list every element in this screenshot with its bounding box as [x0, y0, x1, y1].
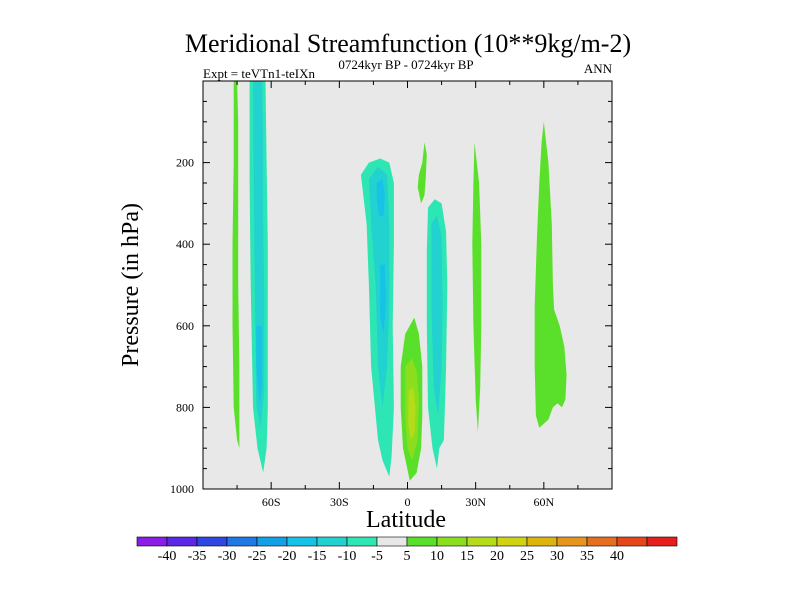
chart-title: Meridional Streamfunction (10**9kg/m-2)	[185, 29, 631, 58]
x-axis-title: Latitude	[366, 507, 446, 533]
colorbar: -40 -35 -30 -25 -20 -15 -10 -5 5 10 15 20 25 30 35 40	[136, 536, 678, 564]
contour-region-15	[534, 121, 567, 428]
colorbar-label: -15	[308, 549, 327, 564]
colorbar-swatch	[436, 536, 468, 547]
contour-region-3	[256, 325, 263, 404]
colorbar-label: -25	[248, 549, 267, 564]
contour-region-6	[376, 178, 385, 216]
colorbar-label: -40	[158, 549, 177, 564]
colorbar-label: 30	[550, 549, 564, 564]
colorbar-label: -30	[218, 549, 237, 564]
colorbar-label: -35	[188, 549, 207, 564]
colorbar-swatch	[646, 536, 678, 547]
y-axis-title: Pressure (in hPa)	[118, 203, 144, 367]
y-tick-label: 600	[176, 319, 194, 333]
colorbar-label: -5	[371, 549, 383, 564]
y-tick-label: 1000	[170, 482, 194, 496]
expt-label: Expt = teVTn1-teIXn	[203, 66, 316, 81]
x-tick-label: 30S	[330, 495, 349, 509]
contour-region-14	[472, 142, 482, 432]
colorbar-label: 5	[404, 549, 411, 564]
colorbar-label: -20	[278, 549, 297, 564]
colorbar-swatch	[316, 536, 348, 547]
colorbar-label: 40	[610, 549, 624, 564]
axis-ticks: 60S 30S 0 30N 60N 200 400 600 800 1000	[170, 80, 613, 509]
contour-region-10	[417, 142, 427, 204]
contour-region-5	[368, 166, 390, 408]
contour-region-9	[431, 215, 443, 416]
contour-layer	[232, 81, 567, 481]
colorbar-swatch	[226, 536, 258, 547]
colorbar-swatch	[136, 536, 168, 547]
colorbar-swatch	[466, 536, 498, 547]
colorbar-label: 35	[580, 549, 594, 564]
x-tick-label: 30N	[465, 495, 486, 509]
x-tick-label: 60N	[533, 495, 554, 509]
colorbar-swatch	[196, 536, 228, 547]
colorbar-swatch	[496, 536, 528, 547]
colorbar-label: -10	[338, 549, 357, 564]
colorbar-label: 25	[520, 549, 534, 564]
colorbar-swatch	[616, 536, 648, 547]
season-label: ANN	[584, 61, 613, 76]
colorbar-swatch	[376, 536, 408, 547]
contour-region-0	[232, 81, 240, 449]
colorbar-label: 10	[430, 549, 444, 564]
contour-region-13	[408, 387, 416, 440]
colorbar-swatch	[406, 536, 438, 547]
period-label: 0724kyr BP - 0724kyr BP	[338, 57, 473, 72]
y-tick-label: 200	[176, 156, 194, 170]
colorbar-swatch	[586, 536, 618, 547]
colorbar-label: 15	[460, 549, 474, 564]
x-tick-label: 60S	[262, 495, 281, 509]
colorbar-swatch	[556, 536, 588, 547]
colorbar-swatch	[286, 536, 318, 547]
colorbar-swatch	[346, 536, 378, 547]
y-tick-label: 800	[176, 400, 194, 414]
contour-region-7	[380, 264, 386, 334]
colorbar-swatch	[526, 536, 558, 547]
x-tick-label: 0	[405, 495, 411, 509]
colorbar-swatch	[166, 536, 198, 547]
y-tick-label: 400	[176, 237, 194, 251]
colorbar-swatch	[256, 536, 288, 547]
colorbar-label: 20	[490, 549, 504, 564]
